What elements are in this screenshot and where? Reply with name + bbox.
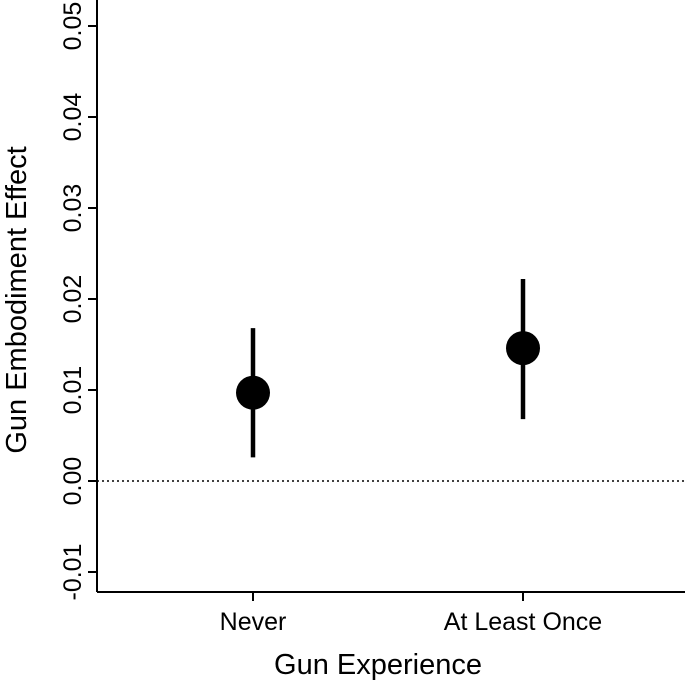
y-tick-label: -0.01 <box>59 544 87 601</box>
y-tick-label: 0.03 <box>59 184 87 233</box>
y-axis-title: Gun Embodiment Effect <box>1 146 33 453</box>
y-tick-label: 0.04 <box>59 93 87 142</box>
y-tick-label: 0.00 <box>59 457 87 506</box>
point-estimate <box>236 375 270 410</box>
x-tick-label: Never <box>220 608 287 636</box>
point-estimate <box>506 331 540 366</box>
x-tick-label: At Least Once <box>444 608 602 636</box>
plot-area: -0.01 0.00 0.01 0.02 0.03 0.04 0.05 Never At Lea… <box>59 0 685 636</box>
y-tick-label: 0.01 <box>59 366 87 415</box>
y-tick-label: 0.05 <box>59 2 87 51</box>
x-axis-title: Gun Experience <box>274 649 482 681</box>
y-tick-label: 0.02 <box>59 275 87 324</box>
